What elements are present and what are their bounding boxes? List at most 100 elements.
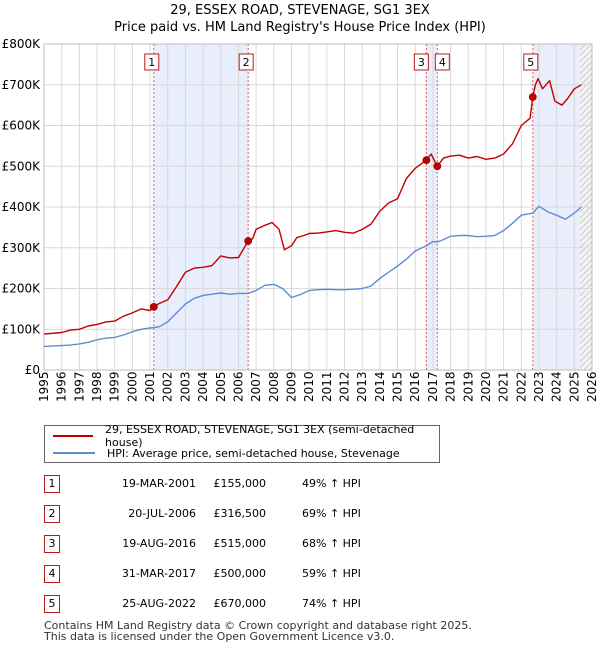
price-chart: £0 £100K £200K £300K £400K £500K £600K £700K £80… bbox=[2, 37, 599, 402]
sale-badge-label: 3 bbox=[418, 56, 425, 69]
y-tick-label: £300K bbox=[2, 241, 42, 255]
tx-price: £670,000 bbox=[213, 597, 267, 610]
x-tick-label: 1996 bbox=[55, 371, 69, 402]
x-tick-label: 2021 bbox=[497, 371, 511, 402]
legend-label-property: 29, ESSEX ROAD, STEVENAGE, SG1 3EX (semi… bbox=[105, 423, 415, 449]
x-tick-label: 2017 bbox=[426, 371, 440, 402]
x-tick-label: 2003 bbox=[178, 371, 192, 402]
x-tick-label: 1998 bbox=[90, 371, 104, 402]
plot-frame bbox=[43, 43, 593, 371]
x-tick-label: 2014 bbox=[373, 371, 387, 402]
footer: Contains HM Land Registry data © Crown c… bbox=[44, 620, 472, 642]
hatch-line bbox=[579, 97, 592, 111]
x-tick-label: 2018 bbox=[444, 371, 458, 402]
legend-swatch-property bbox=[53, 435, 94, 437]
legend-item-hpi: HPI: Average price, semi-detached house,… bbox=[53, 445, 400, 461]
legend: 29, ESSEX ROAD, STEVENAGE, SG1 3EX (semi… bbox=[44, 423, 440, 463]
x-tick-label: 1997 bbox=[72, 371, 86, 402]
tx-price: £316,500 bbox=[213, 507, 267, 520]
tx-price: £500,000 bbox=[213, 567, 267, 580]
x-tick-label: 1999 bbox=[108, 371, 122, 402]
legend-item-property: 29, ESSEX ROAD, STEVENAGE, SG1 3EX (semi… bbox=[53, 423, 439, 449]
tx-badge: 4 bbox=[44, 565, 60, 583]
x-tick-label: 2020 bbox=[479, 371, 493, 402]
x-tick-label: 2016 bbox=[408, 371, 422, 402]
y-tick-labels: £0 £100K £200K £300K £400K £500K £600K £700K £80… bbox=[2, 37, 42, 377]
sale-markers bbox=[149, 93, 537, 311]
tx-date: 19-MAR-2001 bbox=[121, 477, 196, 490]
sale-marker bbox=[433, 162, 442, 171]
sale-marker bbox=[244, 237, 253, 245]
sale-badge: 2 bbox=[238, 53, 254, 71]
x-tick-label: 2008 bbox=[267, 371, 281, 402]
sale-marker bbox=[422, 156, 431, 165]
x-tick-label: 2005 bbox=[214, 371, 228, 402]
footer-line-1: Contains HM Land Registry data © Crown c… bbox=[44, 619, 472, 632]
sale-badge: 1 bbox=[144, 53, 160, 71]
tx-date: 20-JUL-2006 bbox=[128, 507, 196, 520]
hatch-line bbox=[579, 307, 592, 321]
x-tick-label: 2011 bbox=[320, 371, 334, 402]
hatch-line bbox=[579, 313, 592, 327]
legend-swatch-hpi bbox=[53, 452, 95, 454]
x-tick-label: 2015 bbox=[391, 371, 405, 402]
sale-badge-box bbox=[413, 53, 429, 71]
sale-badge: 5 bbox=[523, 53, 539, 71]
title-line-1: 29, ESSEX ROAD, STEVENAGE, SG1 3EX bbox=[170, 3, 430, 18]
title-line-2: Price paid vs. HM Land Registry's House … bbox=[114, 20, 486, 35]
tx-hpi-change: 68% ↑ HPI bbox=[302, 537, 361, 550]
x-tick-label: 2009 bbox=[284, 371, 298, 402]
tx-badge: 1 bbox=[44, 475, 60, 493]
y-tick-label: £700K bbox=[2, 78, 42, 92]
series bbox=[43, 77, 582, 348]
tx-hpi-change: 69% ↑ HPI bbox=[302, 507, 361, 520]
x-tick-label: 2026 bbox=[585, 371, 599, 402]
sale-badge: 4 bbox=[434, 53, 450, 71]
sale-marker bbox=[528, 93, 537, 101]
sale-badge-label: 5 bbox=[527, 56, 534, 69]
y-tick-label: £400K bbox=[2, 200, 42, 214]
sale-badge-box bbox=[523, 53, 539, 71]
grid bbox=[43, 43, 593, 371]
tx-hpi-change: 59% ↑ HPI bbox=[302, 567, 361, 580]
sale-badge: 3 bbox=[413, 53, 429, 71]
x-tick-label: 2012 bbox=[338, 371, 352, 402]
y-tick-label: £500K bbox=[2, 159, 42, 173]
x-tick-label: 2019 bbox=[461, 371, 475, 402]
x-tick-label: 2002 bbox=[161, 371, 175, 402]
x-tick-labels: 1995 1996 1997 1998 1999 2000 2001 2002 2003 2004… bbox=[37, 371, 599, 402]
x-tick-label: 2022 bbox=[514, 371, 528, 402]
sale-badge-box bbox=[238, 53, 254, 71]
x-tick-label: 2007 bbox=[249, 371, 263, 402]
tx-price: £515,000 bbox=[213, 537, 267, 550]
tx-hpi-change: 74% ↑ HPI bbox=[302, 597, 361, 610]
tx-badge: 3 bbox=[44, 535, 60, 553]
sale-badge-label: 1 bbox=[148, 56, 155, 69]
chart-title: 29, ESSEX ROAD, STEVENAGE, SG1 3EX Price… bbox=[0, 2, 600, 36]
sale-badges: 1 2 3 4 5 bbox=[144, 53, 539, 71]
sale-badge-box bbox=[434, 53, 450, 71]
x-tick-label: 2025 bbox=[567, 371, 581, 402]
y-tick-label: £800K bbox=[2, 37, 42, 51]
y-tick-label: £200K bbox=[2, 282, 42, 296]
y-tick-label: £100K bbox=[2, 322, 42, 336]
x-tick-label: 2001 bbox=[143, 371, 157, 402]
y-tick-label: £0 bbox=[25, 363, 40, 377]
x-tick-label: 1995 bbox=[37, 371, 51, 402]
x-tick-label: 2013 bbox=[355, 371, 369, 402]
tx-hpi-change: 49% ↑ HPI bbox=[302, 477, 361, 490]
tx-price: £155,000 bbox=[213, 477, 267, 490]
property-line bbox=[43, 77, 582, 335]
sale-badge-box bbox=[144, 53, 160, 71]
x-tick-label: 2006 bbox=[231, 371, 245, 402]
tx-date: 31-MAR-2017 bbox=[121, 567, 196, 580]
tx-date: 19-AUG-2016 bbox=[122, 537, 196, 550]
y-tick-label: £600K bbox=[2, 119, 42, 133]
sale-badge-label: 2 bbox=[243, 56, 250, 69]
hpi-line bbox=[43, 205, 582, 348]
tx-date: 25-AUG-2022 bbox=[122, 597, 196, 610]
tx-badge: 5 bbox=[44, 595, 60, 613]
footer-line-2: This data is licensed under the Open Gov… bbox=[44, 630, 395, 643]
x-tick-label: 2004 bbox=[196, 371, 210, 402]
x-tick-label: 2000 bbox=[125, 371, 139, 402]
